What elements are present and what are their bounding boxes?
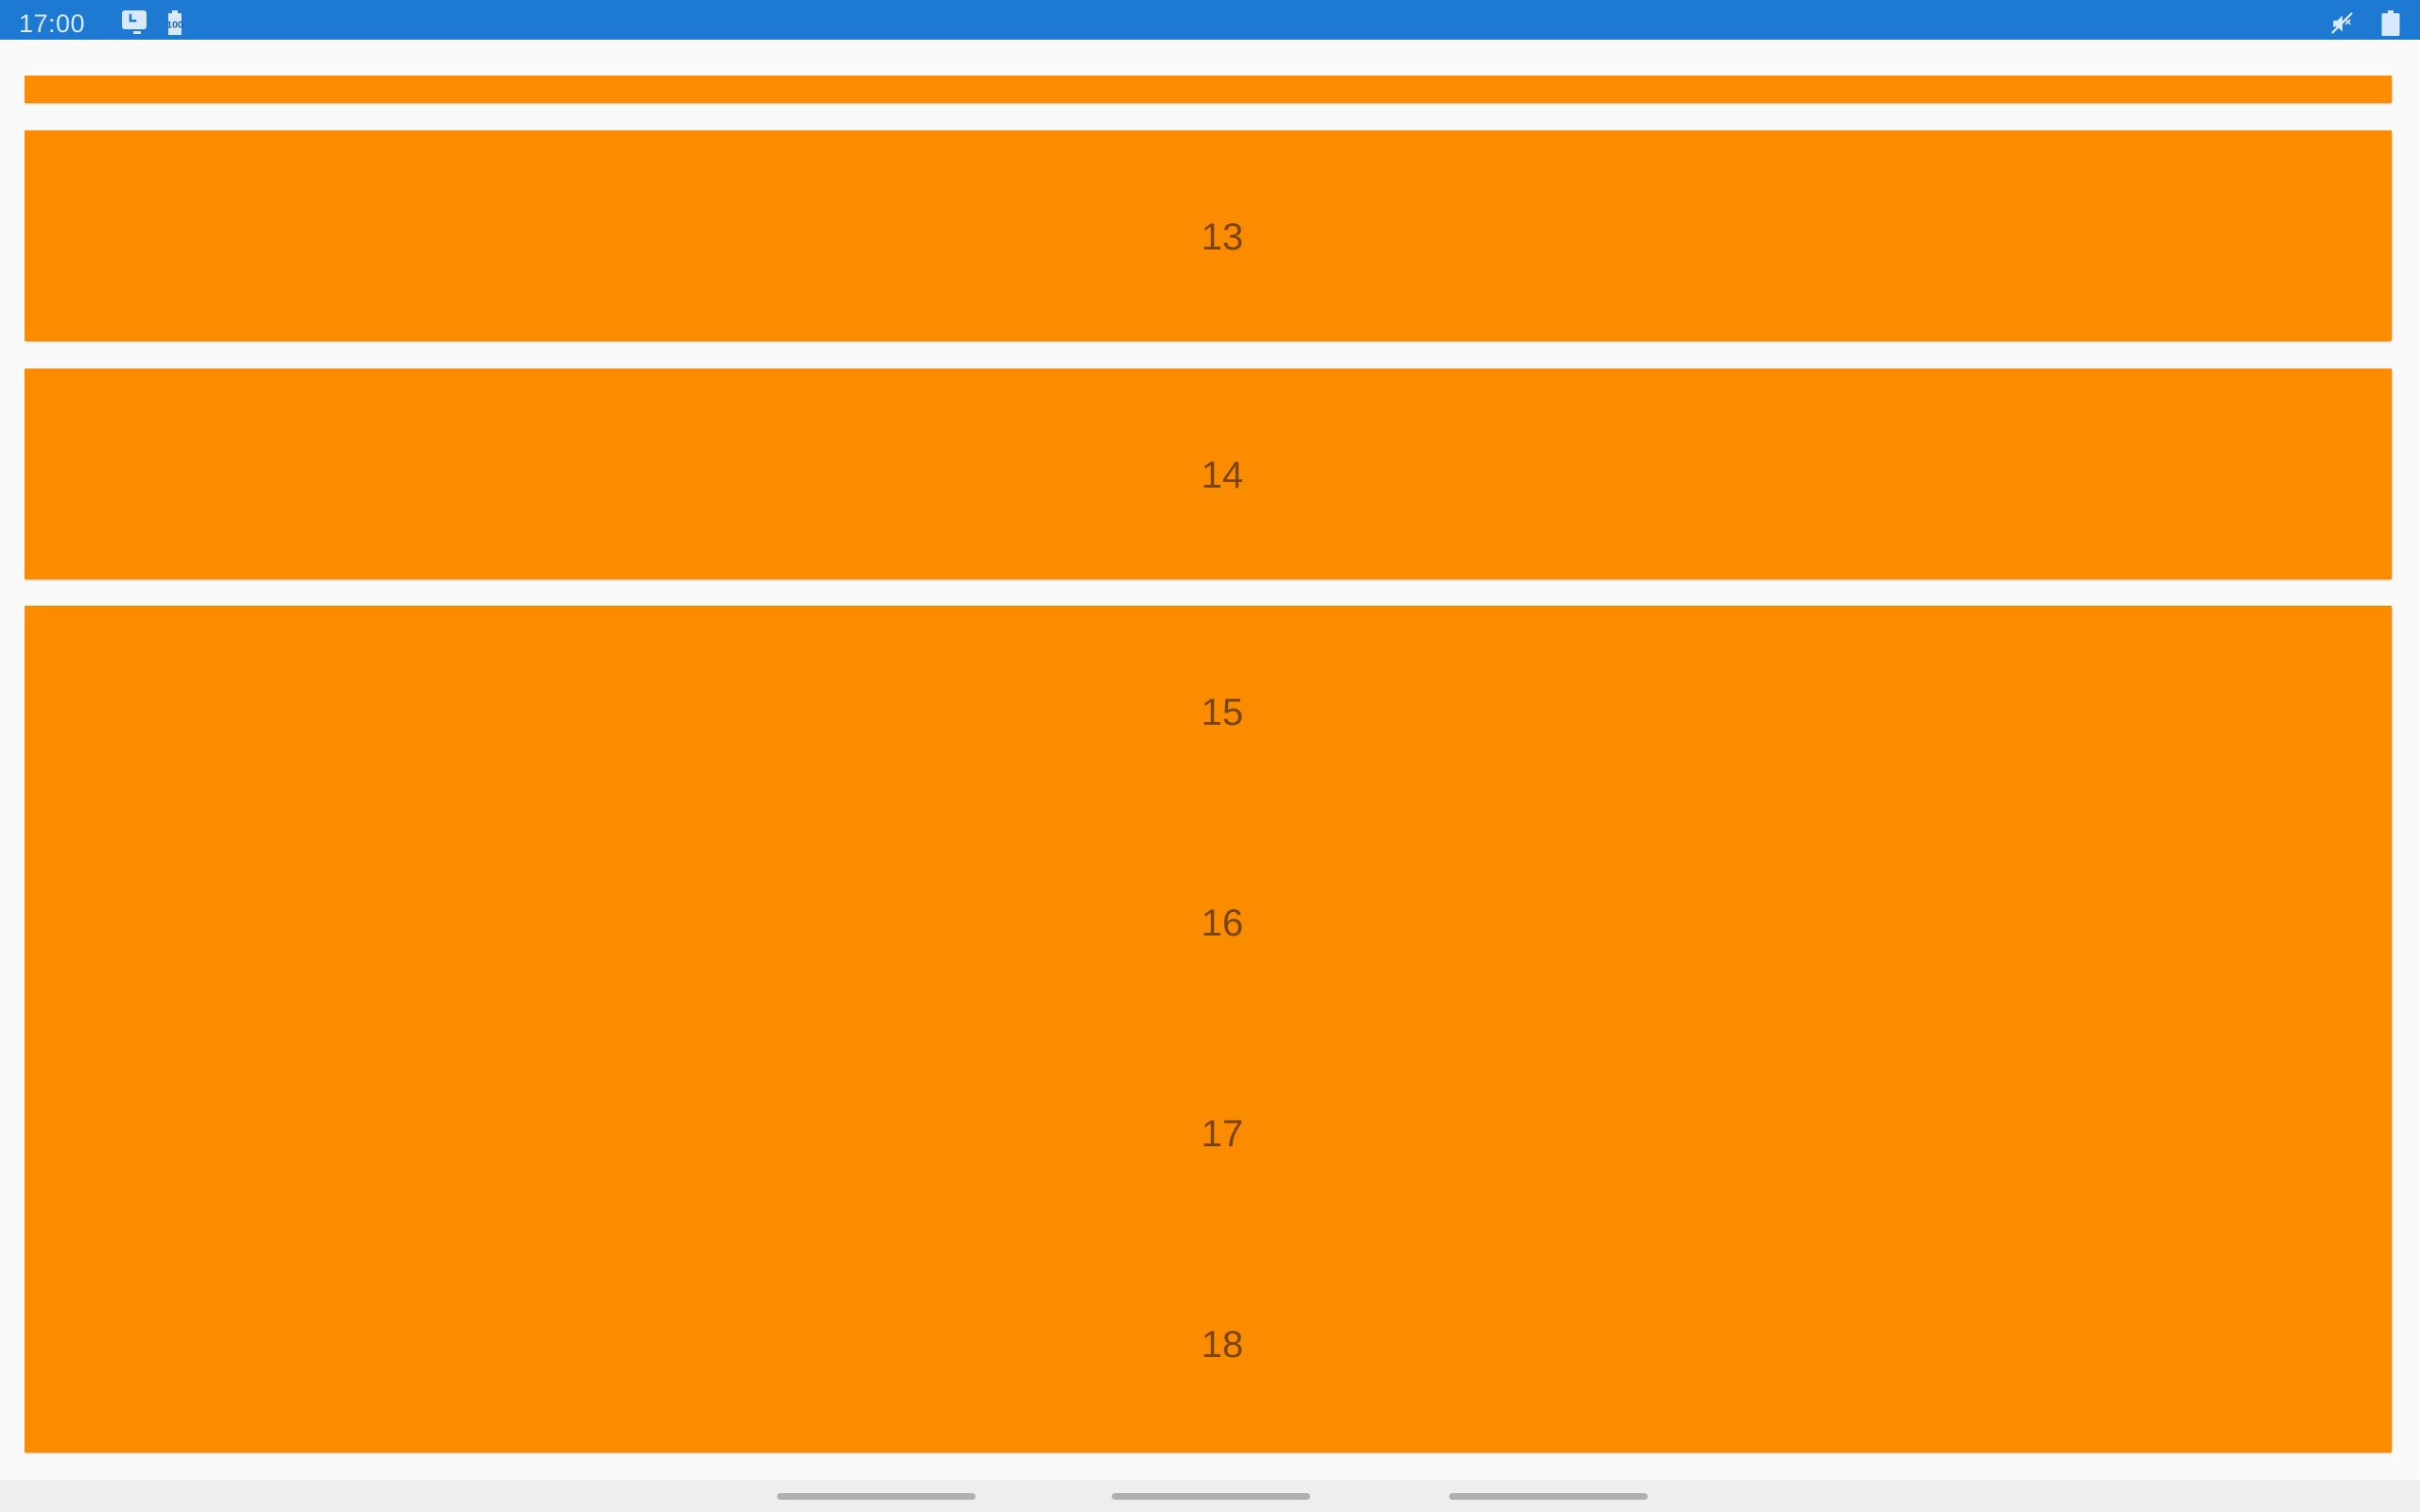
svg-text:100: 100: [167, 20, 184, 31]
